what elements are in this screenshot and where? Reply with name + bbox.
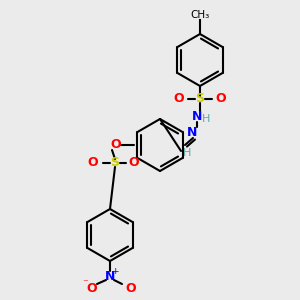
- Text: H: H: [202, 114, 210, 124]
- Text: CH₃: CH₃: [190, 10, 210, 20]
- Text: ⁻: ⁻: [82, 278, 88, 288]
- Text: O: O: [126, 281, 136, 295]
- Text: N: N: [187, 127, 197, 140]
- Text: H: H: [183, 148, 191, 158]
- Text: O: O: [111, 139, 121, 152]
- Text: +: +: [111, 266, 119, 275]
- Text: O: O: [129, 157, 139, 169]
- Text: S: S: [196, 92, 205, 106]
- Text: O: O: [216, 92, 226, 106]
- Text: O: O: [174, 92, 184, 106]
- Text: S: S: [110, 157, 119, 169]
- Text: N: N: [105, 269, 115, 283]
- Text: O: O: [88, 157, 98, 169]
- Text: O: O: [87, 281, 97, 295]
- Text: N: N: [192, 110, 202, 122]
